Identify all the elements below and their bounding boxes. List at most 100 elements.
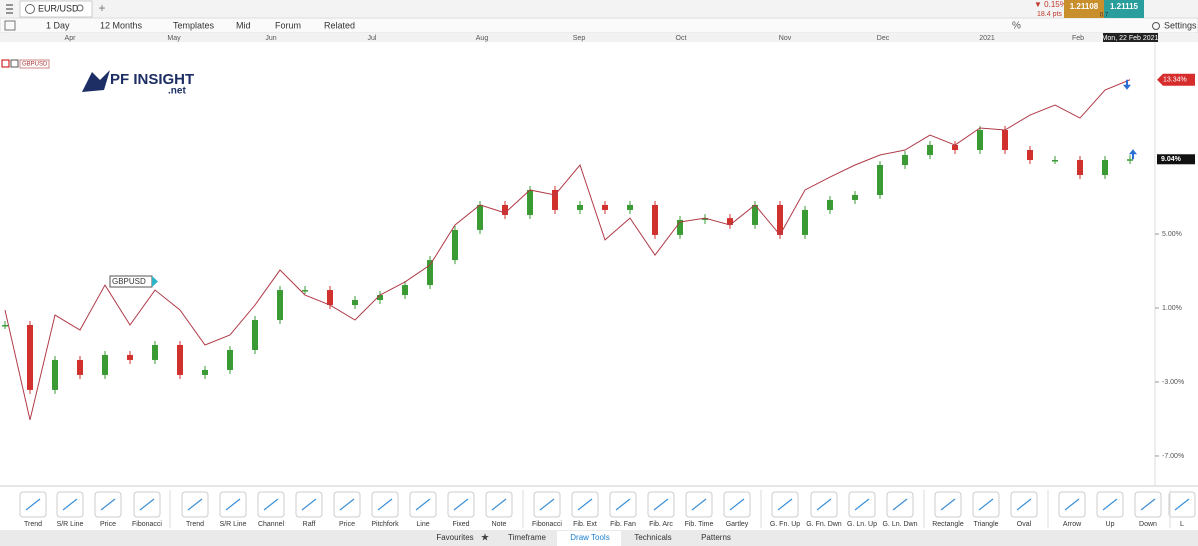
tool-icon bbox=[1140, 498, 1156, 511]
tool-label[interactable]: Oval bbox=[1017, 521, 1032, 528]
candle bbox=[252, 320, 258, 350]
candle bbox=[1127, 159, 1133, 161]
bottom-tab[interactable]: Favourites bbox=[436, 533, 473, 542]
tool-icon bbox=[25, 498, 41, 511]
last-value-badge bbox=[1157, 73, 1195, 86]
candle bbox=[877, 165, 883, 195]
settings[interactable]: Settings bbox=[1164, 20, 1197, 30]
bottom-tab[interactable]: Patterns bbox=[701, 533, 731, 542]
tool-label[interactable]: Price bbox=[339, 521, 355, 528]
tool-label[interactable]: Channel bbox=[258, 521, 285, 528]
tool-label[interactable]: Rectangle bbox=[932, 521, 964, 528]
y-tick-label: -7.00% bbox=[1162, 453, 1184, 460]
minimize-button[interactable] bbox=[10, 59, 19, 68]
bottom-tab[interactable]: Draw Tools bbox=[570, 533, 609, 542]
month-label: Feb bbox=[1072, 35, 1084, 42]
tool-label[interactable]: S/R Line bbox=[220, 521, 247, 528]
candle bbox=[602, 204, 608, 210]
bid[interactable]: 1.21108 bbox=[1070, 2, 1099, 11]
tool-label[interactable]: G. Fn. Dwn bbox=[806, 521, 842, 528]
toolbar-item[interactable]: 1 Day bbox=[46, 20, 70, 30]
percent-button[interactable]: % bbox=[1012, 21, 1021, 32]
tool-icon bbox=[653, 498, 669, 511]
candle bbox=[577, 204, 583, 210]
toolbar-item[interactable]: 12 Months bbox=[100, 20, 143, 30]
tool-label[interactable]: Down bbox=[1139, 521, 1157, 528]
tool-label[interactable]: Arrow bbox=[1063, 521, 1082, 528]
tool-label[interactable]: L bbox=[1180, 521, 1184, 528]
settings-icon[interactable] bbox=[1152, 22, 1160, 30]
toolbar-item[interactable]: Templates bbox=[173, 20, 215, 30]
tool-icon bbox=[940, 498, 956, 511]
add-tab[interactable]: + bbox=[98, 1, 105, 15]
menu-icon[interactable] bbox=[6, 4, 13, 14]
tool-icon bbox=[1174, 498, 1190, 511]
tool-label[interactable]: Raff bbox=[303, 521, 316, 528]
bid-box[interactable] bbox=[1064, 0, 1104, 18]
candle bbox=[777, 204, 783, 235]
candle bbox=[652, 204, 658, 235]
tab-bar bbox=[0, 0, 1198, 18]
tool-label[interactable]: S/R Line bbox=[57, 521, 84, 528]
logo-name: PF INSIGHT bbox=[110, 71, 194, 88]
candle bbox=[177, 344, 183, 375]
tool-label[interactable]: Fib. Fan bbox=[610, 521, 636, 528]
tool-label[interactable]: Fib. Arc bbox=[649, 521, 673, 528]
toolbar-item[interactable]: Mid bbox=[236, 20, 251, 30]
tool-label[interactable]: G. Ln. Up bbox=[847, 521, 877, 528]
search-icon[interactable] bbox=[76, 4, 84, 12]
tool-label[interactable]: Line bbox=[416, 521, 429, 528]
y-tick-label: -3.00% bbox=[1162, 379, 1184, 386]
month-label: May bbox=[167, 35, 181, 42]
ask[interactable]: 1.21115 bbox=[1110, 2, 1139, 11]
layout-icon[interactable] bbox=[4, 20, 16, 31]
close-controls bbox=[1, 59, 50, 69]
tool-icon bbox=[1102, 498, 1118, 511]
date-label: Mon, 22 Feb 2021 bbox=[1102, 35, 1159, 42]
ask-box[interactable] bbox=[1104, 0, 1144, 18]
tab-title[interactable]: EUR/USD bbox=[38, 3, 79, 13]
candle bbox=[852, 194, 858, 200]
quote-points: 18.4 pts bbox=[1037, 11, 1062, 18]
tool-icon bbox=[854, 498, 870, 511]
tool-label[interactable]: Triangle bbox=[973, 521, 998, 528]
close-button[interactable] bbox=[1, 59, 10, 68]
favourite-star[interactable]: ★ bbox=[481, 533, 490, 544]
tool-label[interactable]: Pitchfork bbox=[371, 521, 399, 528]
price-line bbox=[4, 79, 1131, 421]
tool-label[interactable]: Fib. Ext bbox=[573, 521, 597, 528]
date-label-bg bbox=[1103, 33, 1158, 42]
candle bbox=[2, 325, 8, 327]
tab[interactable] bbox=[19, 0, 93, 18]
tool-label[interactable]: Fibonacci bbox=[532, 521, 562, 528]
tool-icon bbox=[187, 498, 203, 511]
candle bbox=[802, 209, 808, 235]
tool-label[interactable]: Up bbox=[1106, 521, 1115, 528]
tool-label[interactable]: G. Ln. Dwn bbox=[882, 521, 917, 528]
candle bbox=[827, 199, 833, 210]
tool-label[interactable]: Note bbox=[492, 521, 507, 528]
tool-label[interactable]: Trend bbox=[186, 521, 204, 528]
up-arrow bbox=[1129, 149, 1137, 160]
tool-label[interactable]: Fibonacci bbox=[132, 521, 162, 528]
candle bbox=[277, 290, 283, 321]
tool-label[interactable]: Price bbox=[100, 521, 116, 528]
tool-label[interactable]: Fixed bbox=[452, 521, 469, 528]
toolbar-item[interactable]: Forum bbox=[275, 20, 301, 30]
candle bbox=[52, 359, 58, 390]
month-label: Dec bbox=[877, 35, 890, 42]
tool-label[interactable]: G. Fn. Up bbox=[770, 521, 800, 528]
bottom-tab[interactable]: Timeframe bbox=[508, 533, 546, 542]
tool-label[interactable]: Gartley bbox=[726, 521, 749, 528]
bottom-tab[interactable]: Technicals bbox=[634, 533, 671, 542]
candle bbox=[627, 204, 633, 210]
candle bbox=[27, 325, 33, 390]
down-arrow bbox=[1123, 79, 1131, 90]
tool-icon bbox=[615, 498, 631, 511]
toolbar-item[interactable]: Related bbox=[324, 20, 355, 30]
candle bbox=[227, 349, 233, 370]
tool-label[interactable]: Fib. Time bbox=[685, 521, 714, 528]
tool-label[interactable]: Trend bbox=[24, 521, 42, 528]
